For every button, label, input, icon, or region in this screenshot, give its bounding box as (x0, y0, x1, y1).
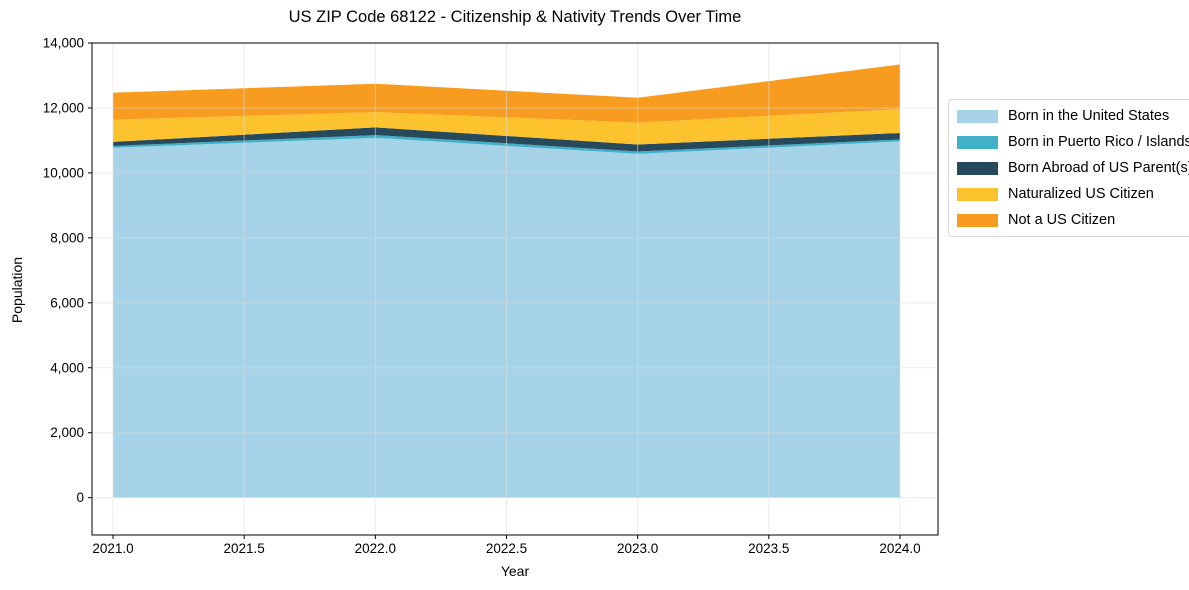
legend-swatch-born-pr-icon (957, 135, 998, 149)
svg-text:2024.0: 2024.0 (879, 541, 920, 556)
legend-label: Born Abroad of US Parent(s) (1008, 160, 1189, 176)
legend-swatch-not-citizen-icon (957, 213, 998, 227)
y-axis-label: Population (9, 256, 25, 324)
svg-text:2022.0: 2022.0 (355, 541, 396, 556)
svg-text:12,000: 12,000 (43, 100, 84, 115)
x-axis-label: Year (500, 563, 530, 579)
svg-text:6,000: 6,000 (50, 295, 84, 310)
legend: Born in the United States Born in Puerto… (948, 99, 1189, 237)
legend-swatch-born-us-icon (957, 109, 998, 123)
svg-text:2021.0: 2021.0 (92, 541, 133, 556)
svg-text:2022.5: 2022.5 (486, 541, 527, 556)
svg-text:14,000: 14,000 (43, 36, 84, 51)
legend-label: Not a US Citizen (1008, 212, 1116, 228)
svg-text:8,000: 8,000 (50, 230, 84, 245)
svg-text:2023.0: 2023.0 (617, 541, 658, 556)
svg-text:10,000: 10,000 (43, 165, 84, 180)
legend-item: Not a US Citizen (957, 212, 1189, 228)
svg-text:2,000: 2,000 (50, 425, 84, 440)
svg-text:2023.5: 2023.5 (748, 541, 789, 556)
legend-item: Naturalized US Citizen (957, 186, 1189, 202)
legend-swatch-born-abroad-icon (957, 161, 998, 175)
svg-text:2021.5: 2021.5 (224, 541, 265, 556)
legend-swatch-naturalized-icon (957, 187, 998, 201)
legend-label: Naturalized US Citizen (1008, 186, 1154, 202)
svg-text:4,000: 4,000 (50, 360, 84, 375)
legend-label: Born in the United States (1008, 108, 1170, 124)
chart-title: US ZIP Code 68122 - Citizenship & Nativi… (288, 8, 742, 26)
legend-label: Born in Puerto Rico / Islands (1008, 134, 1189, 150)
legend-item: Born Abroad of US Parent(s) (957, 160, 1189, 176)
legend-item: Born in the United States (957, 108, 1189, 124)
svg-text:0: 0 (76, 490, 84, 505)
legend-item: Born in Puerto Rico / Islands (957, 134, 1189, 150)
